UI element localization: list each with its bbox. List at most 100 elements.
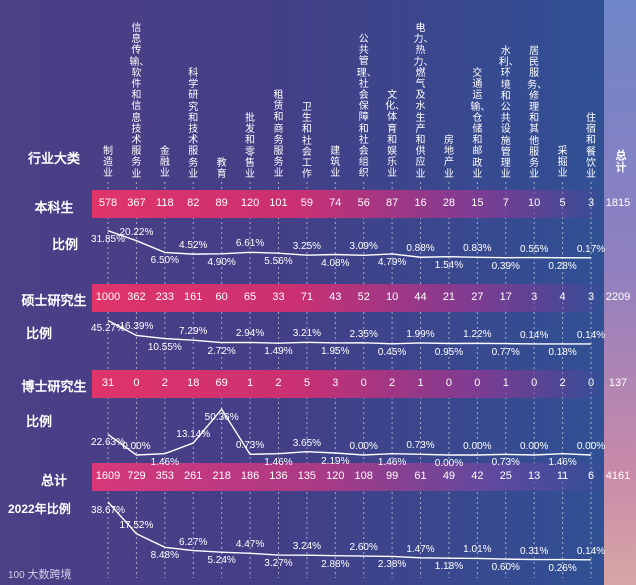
- cell-all-count: 218: [212, 470, 231, 482]
- ratio-label-master: 16.39%: [119, 321, 154, 333]
- cell-all-count: 61: [414, 470, 427, 482]
- ratio-label-all: 0.14%: [576, 545, 606, 557]
- cell-undergrad-count: 10: [528, 197, 541, 209]
- cell-master-count: 3: [587, 291, 595, 303]
- category-header: 交通运输、仓储和邮政业: [470, 68, 491, 180]
- cell-master-count: 65: [243, 291, 257, 303]
- ratio-label-all: 0.31%: [519, 545, 549, 557]
- cell-doctor-count: 2: [559, 377, 566, 389]
- cell-undergrad-count: 3: [587, 197, 595, 209]
- cell-master-count: 44: [414, 291, 427, 303]
- ratio-label-undergrad: 0.17%: [576, 243, 606, 255]
- ratio-label-master: 比例: [26, 326, 53, 341]
- category-header: 教育: [216, 158, 227, 181]
- ratio-line-all: [107, 501, 592, 561]
- ratio-label-undergrad: 0.88%: [406, 243, 435, 255]
- cell-undergrad-count: 59: [300, 197, 313, 209]
- ratio-label-master: 0.45%: [377, 346, 407, 358]
- ratio-line-master: [107, 319, 592, 345]
- cell-undergrad-count: 7: [502, 197, 509, 209]
- ratio-label-master: 0.18%: [548, 346, 577, 358]
- category-header: 科学研究和技术服务业: [188, 68, 199, 180]
- cell-all-count: 13: [528, 470, 541, 482]
- ratio-label-doctor: 1.46%: [150, 456, 179, 468]
- ratio-label-undergrad: 5.56%: [264, 256, 293, 268]
- ratio-label-all: 17.52%: [119, 519, 154, 531]
- ratio-label-doctor: 0.00%: [434, 458, 464, 469]
- ratio-label-undergrad: 3.25%: [292, 241, 322, 253]
- ratio-label-all: 0.26%: [548, 562, 577, 574]
- ratio-label-undergrad: 0.83%: [463, 243, 492, 255]
- category-header: 批发和零售业: [245, 113, 256, 181]
- ratio-label-doctor: 0.00%: [463, 441, 492, 452]
- cell-undergrad-count: 5: [559, 197, 566, 209]
- ratio-label-all: 2.88%: [321, 558, 350, 570]
- ratio-label-undergrad: 31.85%: [91, 233, 125, 245]
- ratio-label-doctor: 1.46%: [377, 456, 407, 468]
- ratio-label-doctor: 22.63%: [91, 437, 125, 449]
- ratio-label-master: 0.14%: [519, 329, 549, 341]
- ratio-label-doctor: 1.46%: [264, 456, 293, 468]
- cell-master-count: 33: [272, 291, 285, 303]
- category-header: 公共管理、社会保障和社会组织: [356, 34, 377, 180]
- ratio-label-undergrad: 0.39%: [491, 260, 520, 272]
- ratio-label-all: 1.18%: [434, 561, 464, 573]
- cell-all-count: 6: [587, 470, 595, 482]
- ratio-label-undergrad: 0.55%: [519, 243, 549, 255]
- category-header: 卫生和社会工作: [301, 102, 312, 181]
- total-band: [92, 463, 600, 491]
- ratio-label-undergrad: 1.54%: [434, 259, 464, 271]
- cell-all-count: 353: [155, 470, 174, 482]
- ratio-label-undergrad: 4.08%: [321, 257, 350, 269]
- ratio-label-undergrad: 4.90%: [207, 256, 236, 268]
- category-header: 建筑业: [330, 146, 341, 180]
- cell-undergrad-count: 118: [156, 197, 174, 209]
- category-header: 文化、体育和娱乐业: [385, 90, 406, 180]
- cell-doctor-count: 1: [502, 377, 509, 389]
- ratio-label-master: 1.49%: [264, 346, 293, 358]
- ratio-label-all: 6.27%: [179, 536, 208, 548]
- ratio-label-all: 3.24%: [292, 541, 322, 553]
- watermark-logo-icon: 100: [8, 570, 28, 581]
- ratio-label-doctor: 3.65%: [292, 437, 322, 449]
- cell-doctor-count: 0: [445, 377, 452, 389]
- ratio-label-doctor: 0.00%: [519, 441, 549, 452]
- ratio-label-master: 2.35%: [349, 328, 378, 340]
- ratio-label-doctor: 0.00%: [122, 441, 151, 452]
- ratio-label-undergrad: 6.50%: [150, 255, 179, 267]
- ratio-label-master: 1.22%: [463, 329, 492, 341]
- category-header: 电力、热力、燃气及水生产和供应业: [413, 23, 434, 180]
- cell-doctor-count: 0: [587, 377, 595, 389]
- cell-all-count: 120: [326, 470, 345, 482]
- cell-undergrad-count: 56: [357, 197, 370, 209]
- total-column-header: 总计: [615, 150, 627, 174]
- right-gradient-strip: [604, 0, 636, 585]
- ratio-label-master: 0.14%: [576, 329, 606, 341]
- cell-doctor-count: 31: [101, 377, 115, 389]
- cell-master-count: 161: [184, 291, 203, 303]
- cell-all-count: 11: [556, 470, 569, 482]
- ratio-label-all: 2022年比例: [8, 502, 71, 516]
- category-header: 制造业: [103, 146, 113, 180]
- ratio-label-undergrad: 6.61%: [235, 238, 265, 250]
- ratio-label-all: 2.60%: [349, 542, 378, 554]
- cell-master-count: 17: [499, 291, 512, 303]
- row-label-master: 硕士研究生: [21, 293, 87, 308]
- cell-undergrad-count: 578: [98, 197, 118, 209]
- cell-undergrad-total: 1815: [605, 197, 631, 209]
- cell-master-count: 71: [300, 291, 313, 303]
- row-label-undergrad: 本科生: [34, 200, 74, 215]
- cell-all-count: 729: [127, 470, 146, 482]
- cell-master-total: 2209: [605, 291, 631, 303]
- cell-doctor-count: 2: [275, 377, 282, 389]
- ratio-label-master: 0.77%: [491, 346, 520, 358]
- cell-doctor-count: 18: [187, 377, 200, 389]
- cell-all-count: 49: [442, 470, 456, 482]
- ratio-label-all: 1.47%: [406, 543, 435, 555]
- cell-doctor-count: 1: [417, 377, 424, 389]
- category-header: 水利、环境和公共设施管理业: [498, 46, 519, 181]
- ratio-line-doctor: [107, 408, 592, 456]
- ratio-label-undergrad: 4.79%: [377, 256, 407, 268]
- ratio-label-doctor: 比例: [26, 414, 53, 429]
